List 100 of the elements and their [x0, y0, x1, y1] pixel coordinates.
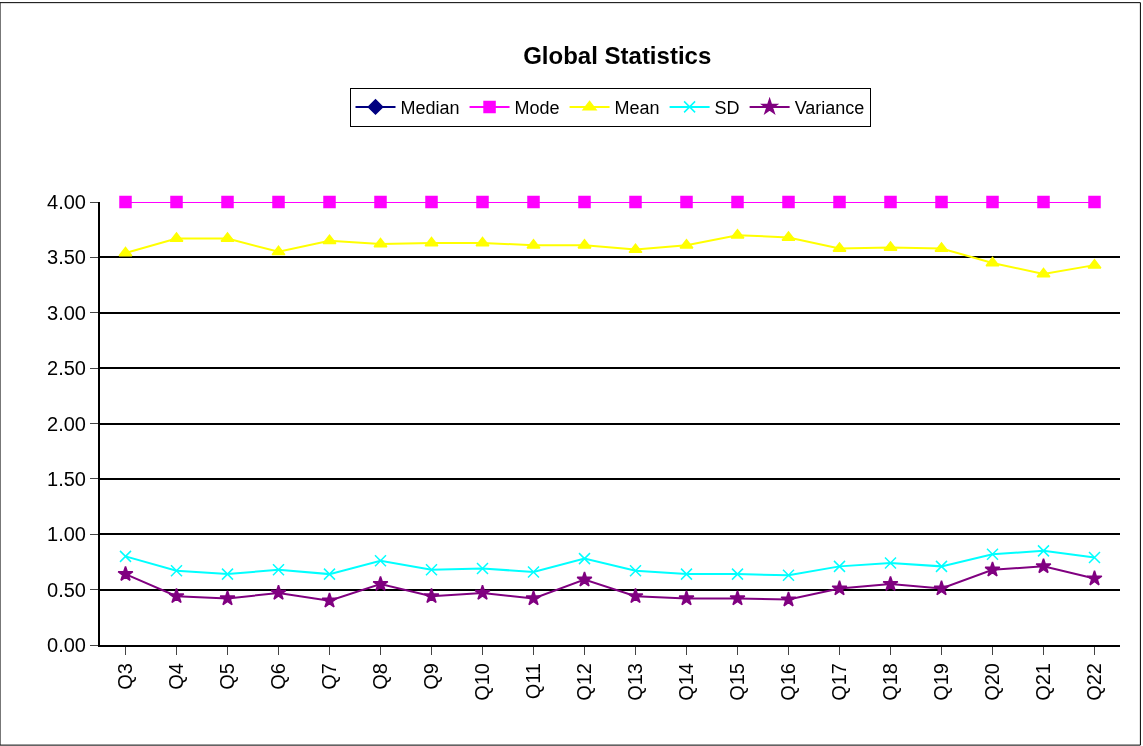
point — [1036, 267, 1051, 278]
point — [475, 236, 490, 247]
point — [1037, 544, 1050, 558]
point — [782, 568, 795, 582]
point — [1088, 195, 1101, 209]
x-tick-label: Q14 — [675, 663, 697, 701]
legend-label: Mode — [514, 97, 560, 118]
point — [271, 245, 286, 256]
point — [323, 567, 336, 581]
point — [780, 591, 797, 607]
point — [934, 242, 949, 253]
point — [884, 195, 897, 209]
x-tick-label: Q19 — [930, 663, 952, 701]
point — [424, 236, 439, 247]
point — [833, 195, 846, 209]
point — [731, 195, 744, 209]
point — [629, 195, 642, 209]
point — [474, 584, 491, 600]
point — [525, 590, 542, 606]
point — [118, 246, 133, 257]
point — [678, 590, 695, 606]
point — [372, 575, 389, 592]
y-tick-label: 0.50 — [47, 578, 86, 601]
point — [425, 195, 438, 209]
legend-label: Mean — [614, 97, 660, 118]
chart-title: Global Statistics — [523, 42, 712, 70]
point — [117, 565, 134, 582]
y-tick-label: 1.50 — [47, 467, 86, 490]
x-tick-label: Q6 — [267, 663, 289, 690]
point — [1088, 551, 1101, 564]
point — [170, 564, 183, 578]
x-tick-label: Q18 — [879, 663, 901, 701]
legend-label: Variance — [794, 97, 865, 118]
point — [986, 547, 999, 561]
point — [984, 561, 1001, 577]
point — [627, 587, 644, 604]
point — [629, 564, 642, 578]
point — [374, 195, 387, 209]
point — [578, 195, 591, 209]
point — [119, 550, 132, 563]
y-tick-label: 3.00 — [47, 301, 86, 324]
point — [119, 195, 132, 209]
x-tick-label: Q11 — [522, 663, 544, 700]
point — [1037, 195, 1050, 209]
x-tick-label: Q15 — [726, 663, 748, 701]
point — [220, 232, 235, 243]
point — [323, 195, 336, 209]
y-tick-label: 3.50 — [47, 246, 86, 269]
point — [168, 587, 185, 604]
point — [272, 563, 285, 576]
point — [476, 195, 489, 209]
x-tick-label: Q17 — [828, 663, 850, 701]
point — [935, 560, 948, 573]
point — [1087, 258, 1102, 269]
point — [270, 584, 287, 600]
point — [526, 238, 541, 249]
point — [935, 195, 948, 209]
x-tick-label: Q20 — [981, 663, 1003, 701]
point — [576, 571, 593, 587]
point — [423, 587, 440, 604]
x-tick-label: Q16 — [777, 663, 799, 701]
point — [221, 567, 234, 581]
x-tick-label: Q7 — [318, 663, 340, 690]
x-tick-label: Q5 — [216, 663, 238, 690]
point — [374, 554, 387, 568]
point — [577, 238, 592, 249]
x-tick-label: Q3 — [114, 663, 136, 690]
point — [729, 590, 746, 606]
x-tick-label: Q9 — [420, 663, 442, 690]
point — [679, 238, 694, 249]
point — [219, 590, 236, 606]
point — [985, 256, 1000, 267]
y-tick-label: 2.00 — [47, 412, 86, 435]
point — [527, 565, 540, 579]
point — [578, 552, 591, 565]
point — [680, 567, 693, 581]
point — [321, 592, 338, 608]
point — [680, 195, 693, 209]
point — [782, 195, 795, 209]
x-tick-label: Q22 — [1083, 663, 1105, 701]
point — [831, 580, 848, 596]
y-tick-label: 1.00 — [47, 523, 86, 546]
point — [322, 234, 337, 245]
point — [221, 195, 234, 209]
point — [170, 195, 183, 209]
x-tick-label: Q8 — [369, 663, 391, 690]
legend-label: SD — [714, 97, 740, 118]
x-tick-label: Q12 — [573, 663, 595, 701]
point — [169, 232, 184, 243]
point — [882, 575, 899, 592]
point — [476, 562, 489, 575]
legend-label: Median — [400, 97, 460, 118]
x-tick-label: Q13 — [624, 663, 646, 701]
point — [527, 195, 540, 209]
point — [628, 243, 643, 254]
point — [986, 195, 999, 209]
point — [730, 228, 745, 239]
point — [833, 560, 846, 573]
y-tick-label: 2.50 — [47, 357, 86, 380]
x-tick-label: Q21 — [1032, 663, 1054, 701]
